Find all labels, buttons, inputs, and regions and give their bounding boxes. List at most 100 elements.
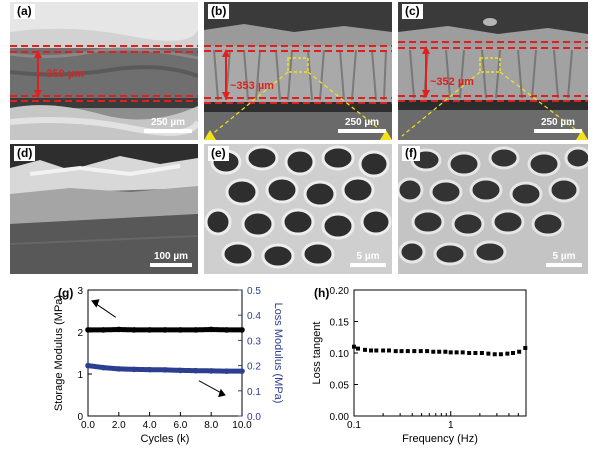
sem-image-d <box>10 144 198 274</box>
storage-axis-arrow <box>93 302 117 318</box>
loss-modulus-point <box>116 366 122 372</box>
loss-tangent-point <box>448 350 453 355</box>
loss-tangent-point <box>405 349 410 354</box>
loss-tangent-point <box>369 348 374 353</box>
x-axis-label: Frequency (Hz) <box>402 433 478 445</box>
loss-tangent-point <box>412 349 417 354</box>
sem-panel-a: (a) ~350 µm 250 µm <box>10 2 198 140</box>
loss-tangent-point <box>386 348 391 353</box>
y-tick-label: 3 <box>77 286 83 297</box>
loss-tangent-point <box>460 350 465 355</box>
thickness-label-b: ~353 µm <box>230 80 274 92</box>
loss-tangent-point <box>425 349 430 354</box>
y2-tick-label: 0.2 <box>247 362 261 373</box>
sem-panel-c: (c) ~352 µm 250 µm <box>398 2 588 140</box>
y-tick-label: 1 <box>77 370 83 381</box>
storage-modulus-point <box>177 327 184 333</box>
loss-tangent-point <box>399 349 404 354</box>
y-tick-label: 0.00 <box>330 412 350 423</box>
loss-modulus-point <box>208 368 214 374</box>
chart-h-label: (h) <box>314 286 330 300</box>
loss-modulus-point <box>146 366 153 373</box>
loss-tangent-point <box>454 350 459 355</box>
scale-bar-f: 5 µm <box>546 251 582 267</box>
scale-bar-d: 100 µm <box>150 251 192 267</box>
loss-tangent-point <box>381 348 386 353</box>
loss-tangent-point <box>523 345 528 350</box>
loss-tangent-point <box>492 352 497 357</box>
y-tick-label: 0.10 <box>330 349 350 360</box>
storage-modulus-point <box>162 327 168 333</box>
panel-label-c: (c) <box>402 4 423 19</box>
loss-modulus-point <box>193 367 199 374</box>
x-tick-label: 0.1 <box>347 420 361 431</box>
storage-modulus-point <box>100 327 107 333</box>
y2-tick-label: 0.0 <box>247 412 261 423</box>
storage-modulus-point <box>146 327 153 333</box>
loss-tangent-point <box>352 344 356 349</box>
sem-image-e <box>204 144 392 274</box>
storage-modulus-point <box>85 327 91 333</box>
scale-bar-c: 250 µm <box>534 117 582 133</box>
chart-g-label: (g) <box>58 286 74 300</box>
loss-tangent-point <box>418 349 423 354</box>
y-axis-label: Loss tangent <box>311 322 323 385</box>
y-axis-label: Storage Modulus (MPa) <box>53 295 65 411</box>
loss-tangent-point <box>363 347 368 352</box>
loss-tangent-point <box>431 349 436 354</box>
loss-tangent-point <box>510 351 515 355</box>
x-tick-label: 0.0 <box>81 420 95 431</box>
x-tick-label: 10.0 <box>232 420 252 431</box>
y2-tick-label: 0.5 <box>247 286 261 297</box>
loss-modulus-point <box>131 366 137 373</box>
x-tick-label: 2.0 <box>112 420 126 431</box>
sem-image-b <box>204 2 392 140</box>
y-tick-label: 0.20 <box>330 286 350 297</box>
loss-modulus-point <box>223 368 230 374</box>
panel-label-a: (a) <box>14 4 35 19</box>
storage-modulus-point <box>193 327 199 333</box>
scale-text-e: 5 µm <box>356 251 380 262</box>
x-axis-label: Cycles (k) <box>141 433 190 445</box>
y2-tick-label: 0.3 <box>247 336 261 347</box>
storage-modulus-point <box>239 327 245 333</box>
scale-text-c: 250 µm <box>540 117 576 128</box>
x-tick-label: 4.0 <box>143 420 157 431</box>
loss-tangent-point <box>374 348 379 353</box>
sem-panel-e: (e) 5 µm <box>204 144 392 274</box>
loss-tangent-point <box>505 351 510 356</box>
loss-axis-arrowhead <box>218 388 226 398</box>
scale-text-b: 250 µm <box>344 117 380 128</box>
y-tick-label: 0.05 <box>330 381 350 392</box>
x-tick-label: 6.0 <box>173 420 187 431</box>
y-tick-label: 2 <box>77 328 83 339</box>
scale-text-d: 100 µm <box>153 251 189 262</box>
panel-label-e: (e) <box>208 146 229 161</box>
y2-tick-label: 0.4 <box>247 311 261 322</box>
loss-tangent-point <box>393 349 398 354</box>
y-tick-label: 0 <box>77 412 83 423</box>
loss-tangent-point <box>498 352 503 357</box>
loss-tangent-point <box>356 346 361 351</box>
sem-panel-d: (d) 100 µm <box>10 144 198 274</box>
panel-label-b: (b) <box>208 4 230 19</box>
loss-tangent-point <box>467 351 472 355</box>
x-tick-label: 1 <box>448 420 454 431</box>
panel-label-f: (f) <box>402 146 420 161</box>
loss-modulus-point <box>162 367 168 373</box>
loss-tangent-point <box>473 351 478 355</box>
loss-modulus-point <box>100 364 107 371</box>
panel-label-d: (d) <box>14 146 36 161</box>
sem-panel-f: (f) 5 µm <box>398 144 588 274</box>
storage-modulus-point <box>208 326 214 333</box>
chart-h: 0.1 1 0.00 0.05 0.10 0.15 0.20 Frequency (Hz) Lo… <box>311 286 528 445</box>
scale-bar-a: 250 µm <box>144 117 192 133</box>
scale-text-f: 5 µm <box>552 251 576 262</box>
loss-modulus-point <box>85 362 91 369</box>
sem-panel-b: (b) ~353 µm 250 µm <box>204 2 392 140</box>
scale-bar-e: 5 µm <box>350 251 386 267</box>
storage-modulus-point <box>223 327 230 333</box>
storage-modulus-point <box>131 327 137 333</box>
scale-bar-b: 250 µm <box>338 117 386 133</box>
loss-tangent-point <box>479 351 484 355</box>
